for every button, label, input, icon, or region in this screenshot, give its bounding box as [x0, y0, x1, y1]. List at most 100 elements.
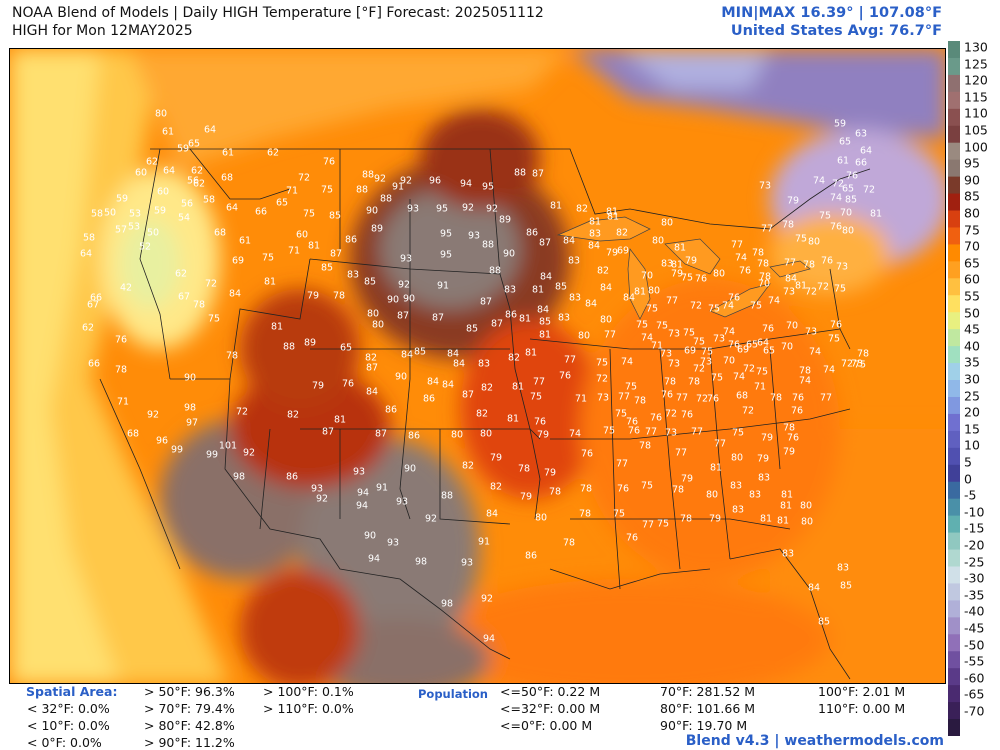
colorbar-swatch: [948, 617, 960, 635]
temp-label: 84: [623, 293, 635, 304]
temp-label: 72: [665, 409, 677, 420]
temp-label: 82: [597, 266, 609, 277]
temp-label: 56: [187, 176, 199, 187]
colorbar-tick-label: 50: [964, 305, 980, 321]
temp-label: 69: [617, 246, 629, 257]
temp-label: 76: [115, 335, 127, 346]
temp-label: 76: [626, 417, 638, 428]
temp-label: 94: [460, 179, 472, 190]
temp-label: 92: [462, 203, 474, 214]
temp-label: 59: [177, 144, 189, 155]
minmax-readout: MIN|MAX 16.39° | 107.08°F: [721, 5, 942, 21]
temp-label: 86: [385, 405, 397, 416]
temp-label: 81: [674, 243, 686, 254]
temp-label: 90: [184, 373, 196, 384]
colorbar-tick-label: 100: [964, 139, 988, 155]
temp-label: 81: [589, 217, 601, 228]
temp-label: 78: [226, 351, 238, 362]
temp-label: 77: [691, 427, 703, 438]
temp-label: 84: [808, 583, 820, 594]
temp-label: 76: [846, 171, 858, 182]
colorbar-swatch: [948, 668, 960, 686]
temp-label: 75: [828, 334, 840, 345]
temp-label: 93: [400, 254, 412, 265]
temp-label: 66: [88, 359, 100, 370]
temp-label: 84: [785, 274, 797, 285]
temp-label: 86: [526, 228, 538, 239]
colorbar-tick-label: 90: [964, 172, 980, 188]
temp-label: 92: [481, 594, 493, 605]
temp-label: 58: [91, 209, 103, 220]
temp-label: 77: [784, 258, 796, 269]
temp-label: 71: [754, 382, 766, 393]
temp-label: 75: [693, 337, 705, 348]
temp-label: 64: [80, 249, 92, 260]
temp-label: 78: [688, 377, 700, 388]
temp-label: 83: [661, 259, 673, 270]
temp-label: 91: [478, 537, 490, 548]
colorbar-swatch: [948, 41, 960, 59]
temp-label: 75: [596, 358, 608, 369]
temp-label: 79: [312, 381, 324, 392]
temp-label: 74: [733, 372, 745, 383]
temp-label: 72: [690, 301, 702, 312]
temp-label: 78: [799, 366, 811, 377]
temp-label: 73: [836, 262, 848, 273]
temp-label: 84: [427, 377, 439, 388]
temp-label: 87: [462, 390, 474, 401]
colorbar-tick-label: 85: [964, 188, 980, 204]
pop-80: 80°F: 101.66 M: [660, 701, 756, 716]
temp-label: 82: [287, 410, 299, 421]
temp-label: 92: [425, 514, 437, 525]
temp-label: 76: [559, 371, 571, 382]
header-right: MIN|MAX 16.39° | 107.08°F United States …: [721, 4, 942, 40]
colorbar-swatch: [948, 91, 960, 110]
temp-label: 88: [362, 170, 374, 181]
temp-label: 81: [795, 281, 807, 292]
temp-label: 84: [563, 236, 575, 247]
temp-label: 81: [781, 490, 793, 501]
temp-label: 82: [462, 461, 474, 472]
color-legend: 130 125 120 115 110 105 100 95 90 85 80 75 70 65 60 55 5…: [946, 41, 1000, 736]
temp-label: 68: [127, 429, 139, 440]
temp-label: 76: [661, 390, 673, 401]
temp-label: 97: [186, 418, 198, 429]
temp-label: 74: [722, 301, 734, 312]
temp-label: 75: [303, 209, 315, 220]
colorbar-tick-label: 95: [964, 155, 980, 171]
colorbar-swatch: [948, 244, 960, 262]
temp-label: 90: [403, 294, 415, 305]
temp-label: 99: [171, 445, 183, 456]
temp-label: 75: [750, 301, 762, 312]
temp-label: 95: [440, 229, 452, 240]
colorbar-swatch: [948, 57, 960, 76]
colorbar-swatch: [948, 481, 960, 500]
temp-label: 75: [603, 426, 615, 437]
temp-label: 78: [580, 484, 592, 495]
temp-label: 79: [671, 269, 683, 280]
temp-label: 75: [636, 320, 648, 331]
temp-label: 79: [520, 492, 532, 503]
temp-label: 60: [296, 230, 308, 241]
temp-label: 72: [863, 185, 875, 196]
temp-label: 77: [642, 520, 654, 531]
temp-label: 72: [742, 406, 754, 417]
temp-label: 74: [641, 333, 653, 344]
temp-label: 75: [819, 211, 831, 222]
temp-label: 83: [504, 285, 516, 296]
temp-label: 88: [489, 266, 501, 277]
temp-label: 70: [781, 342, 793, 353]
temp-label: 75: [613, 509, 625, 520]
colorbar-tick-label: 115: [964, 89, 988, 105]
colorbar-tick-label: 35: [964, 354, 980, 370]
colorbar-tick-label: -60: [964, 670, 985, 686]
colorbar-tick-label: 25: [964, 388, 980, 404]
temp-label: 84: [588, 241, 600, 252]
temp-label: 93: [407, 204, 419, 215]
temp-label: 75: [756, 367, 768, 378]
temp-label: 56: [181, 199, 193, 210]
temp-label: 78: [549, 487, 561, 498]
colorbar-tick-label: 60: [964, 271, 980, 287]
colorbar-swatch: [948, 227, 960, 246]
temp-label: 76: [628, 426, 640, 437]
